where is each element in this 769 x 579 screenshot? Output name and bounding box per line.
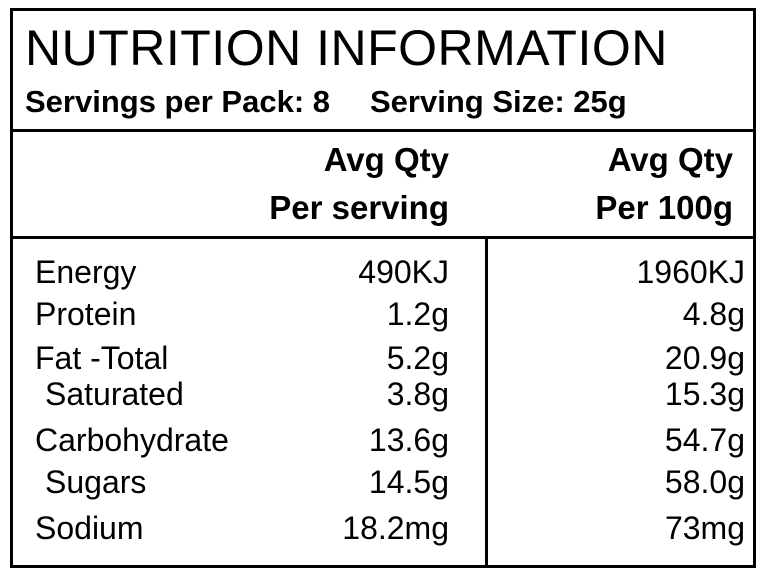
table-row: Sodium 18.2mg 73mg bbox=[13, 507, 753, 549]
divider-top bbox=[13, 129, 753, 132]
nutrient-name: Saturated bbox=[45, 376, 184, 412]
value-per-100g: 58.0g bbox=[664, 464, 745, 500]
value-per-100g: 1960KJ bbox=[636, 254, 745, 290]
nutrient-name: Sodium bbox=[35, 510, 144, 546]
table-row: Sugars 14.5g 58.0g bbox=[13, 461, 753, 503]
column-header-line: Avg Qty bbox=[323, 141, 449, 178]
nutrient-name: Fat -Total bbox=[35, 340, 169, 376]
panel-title: NUTRITION INFORMATION bbox=[25, 20, 668, 76]
nutrient-name: Carbohydrate bbox=[35, 422, 229, 458]
table-row: Energy 490KJ 1960KJ bbox=[13, 251, 753, 293]
nutrient-name: Protein bbox=[35, 296, 137, 332]
serving-size: Serving Size: 25g bbox=[370, 84, 627, 119]
servings-per-pack: Servings per Pack: 8 bbox=[25, 84, 330, 119]
column-header-line: Per serving bbox=[269, 189, 449, 226]
servings-line: Servings per Pack: 8 Serving Size: 25g bbox=[25, 85, 627, 119]
value-per-100g: 4.8g bbox=[682, 296, 745, 332]
value-per-serving: 13.6g bbox=[368, 422, 449, 458]
value-per-100g: 20.9g bbox=[664, 340, 745, 376]
table-row: Saturated 3.8g 15.3g bbox=[13, 373, 753, 415]
value-per-100g: 73mg bbox=[664, 510, 745, 546]
column-header-line: Per 100g bbox=[595, 189, 733, 226]
divider-header bbox=[13, 236, 753, 239]
table-row: Fat -Total 5.2g 20.9g bbox=[13, 337, 753, 379]
value-per-serving: 1.2g bbox=[386, 296, 449, 332]
value-per-serving: 14.5g bbox=[368, 464, 449, 500]
value-per-serving: 18.2mg bbox=[342, 510, 449, 546]
column-header-line: Avg Qty bbox=[607, 141, 733, 178]
table-row: Protein 1.2g 4.8g bbox=[13, 293, 753, 335]
nutrient-name: Sugars bbox=[45, 464, 147, 500]
column-divider bbox=[485, 236, 488, 565]
table-row: Carbohydrate 13.6g 54.7g bbox=[13, 419, 753, 461]
value-per-serving: 5.2g bbox=[386, 340, 449, 376]
column-header-per-serving: Avg Qty Per serving bbox=[269, 141, 449, 237]
value-per-serving: 490KJ bbox=[358, 254, 449, 290]
nutrition-panel: NUTRITION INFORMATION Servings per Pack:… bbox=[10, 8, 756, 568]
value-per-serving: 3.8g bbox=[386, 376, 449, 412]
column-header-per-100g: Avg Qty Per 100g bbox=[595, 141, 733, 237]
nutrient-name: Energy bbox=[35, 254, 137, 290]
value-per-100g: 15.3g bbox=[664, 376, 745, 412]
value-per-100g: 54.7g bbox=[664, 422, 745, 458]
